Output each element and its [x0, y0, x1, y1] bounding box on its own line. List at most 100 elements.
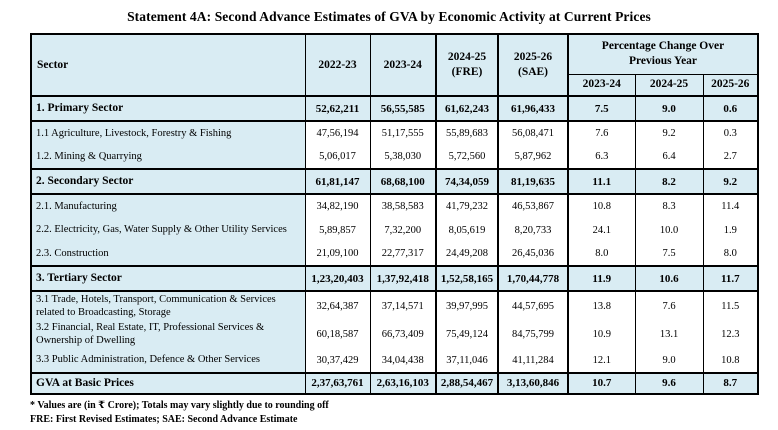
page-title: Statement 4A: Second Advance Estimates o…	[127, 9, 651, 24]
value-cell: 39,97,995	[435, 291, 499, 321]
col-header-pct-group: Percentage Change Over Previous Year	[567, 33, 759, 75]
value-cell: 9.0	[634, 348, 704, 373]
value-cell: 2.7	[702, 145, 759, 169]
value-cell: 13.1	[634, 320, 704, 349]
value-cell: 22,77,317	[369, 242, 437, 266]
value-cell: 7.5	[567, 95, 636, 122]
value-cell: 5,06,017	[304, 145, 371, 169]
value-cell: 8,05,619	[435, 218, 499, 242]
sector-label-cell: 3.2 Financial, Real Estate, IT, Professi…	[30, 320, 306, 349]
value-cell: 9.0	[634, 95, 704, 122]
table-body: 1. Primary Sector 52,62,211 56,55,585 61,62…	[30, 95, 759, 395]
value-cell: 74,34,059	[435, 168, 499, 195]
value-cell: 26,45,036	[497, 242, 569, 266]
header-row-top: Sector 2022-23 2023-24 2024-25 (FRE) 202…	[30, 33, 759, 97]
header-row-sub: 2023-24 2024-25 2025-26	[31, 73, 759, 97]
value-cell: 8.2	[634, 168, 704, 195]
value-cell: 1,23,20,403	[304, 265, 371, 292]
table-row: 1.2. Mining & Quarrying 5,06,017 5,38,030 5…	[30, 145, 759, 169]
sector-label-cell: 2.1. Manufacturing	[30, 194, 306, 218]
value-cell: 0.3	[702, 121, 759, 145]
value-cell: 81,19,635	[497, 168, 569, 195]
value-cell: 38,58,583	[369, 194, 437, 218]
value-cell: 68,68,100	[369, 168, 437, 195]
table-header: Sector 2022-23 2023-24 2024-25 (FRE) 202…	[30, 33, 759, 97]
value-cell: 56,55,585	[369, 95, 437, 122]
value-cell: 1,52,58,165	[435, 265, 499, 292]
value-cell: 30,37,429	[304, 348, 371, 373]
value-cell: 61,62,243	[435, 95, 499, 122]
col-header-sector: Sector	[30, 33, 306, 97]
sector-label-cell: 1.1 Agriculture, Livestock, Forestry & F…	[30, 121, 306, 145]
footnote-abbreviations: FRE: First Revised Estimates; SAE: Secon…	[30, 413, 298, 425]
value-cell: 51,17,555	[369, 121, 437, 145]
value-cell: 9.6	[634, 371, 704, 395]
sector-label-cell: 2.3. Construction	[30, 242, 306, 266]
value-cell: 1,37,92,418	[369, 265, 437, 292]
value-cell: 41,11,284	[497, 348, 569, 373]
table-row: GVA at Basic Prices 2,37,63,761 2,63,16,10…	[30, 371, 759, 395]
sector-label-cell: 2. Secondary Sector	[30, 168, 306, 195]
value-cell: 37,11,046	[435, 348, 499, 373]
value-cell: 8.0	[567, 242, 636, 266]
col-header-pct-2024-25: 2024-25	[634, 73, 704, 97]
value-cell: 60,18,587	[304, 320, 371, 349]
value-cell: 11.4	[702, 194, 759, 218]
value-cell: 6.4	[634, 145, 704, 169]
value-cell: 7.5	[634, 242, 704, 266]
table-row: 3. Tertiary Sector 1,23,20,403 1,37,92,418…	[30, 265, 759, 292]
value-cell: 6.3	[567, 145, 636, 169]
table-row: 3.1 Trade, Hotels, Transport, Communicat…	[30, 291, 759, 321]
table-row: 2.3. Construction 21,09,100 22,77,317 24,49…	[30, 242, 759, 266]
value-cell: 41,79,232	[435, 194, 499, 218]
value-cell: 34,82,190	[304, 194, 371, 218]
value-cell: 10.9	[567, 320, 636, 349]
value-cell: 12.1	[567, 348, 636, 373]
value-cell: 2,37,63,761	[304, 371, 371, 395]
value-cell: 11.9	[567, 265, 636, 292]
value-cell: 52,62,211	[304, 95, 371, 122]
value-cell: 8.0	[702, 242, 759, 266]
sector-label-cell: 3. Tertiary Sector	[30, 265, 306, 292]
footnote-values-note: * Values are (in ₹ Crore); Totals may va…	[30, 399, 329, 411]
col-header-2022-23: 2022-23	[304, 33, 371, 97]
value-cell: 9.2	[702, 168, 759, 195]
value-cell: 3,13,60,846	[497, 371, 569, 395]
col-header-2024-25-fre: 2024-25 (FRE)	[435, 33, 499, 97]
value-cell: 10.8	[567, 194, 636, 218]
table-row: 2.2. Electricity, Gas, Water Supply & Ot…	[30, 218, 759, 242]
sector-label-cell: 3.3 Public Administration, Defence & Oth…	[30, 348, 306, 373]
table-row: 1. Primary Sector 52,62,211 56,55,585 61,62…	[30, 95, 759, 122]
value-cell: 24.1	[567, 218, 636, 242]
value-cell: 24,49,208	[435, 242, 499, 266]
table-row: 3.2 Financial, Real Estate, IT, Professi…	[30, 320, 759, 349]
table-row: 2. Secondary Sector 61,81,147 68,68,100 74,…	[30, 168, 759, 195]
sector-label-cell: 1.2. Mining & Quarrying	[30, 145, 306, 169]
col-header-2025-26-sae: 2025-26 (SAE)	[497, 33, 569, 97]
value-cell: 21,09,100	[304, 242, 371, 266]
table-row: 1.1 Agriculture, Livestock, Forestry & F…	[30, 121, 759, 145]
value-cell: 66,73,409	[369, 320, 437, 349]
value-cell: 55,89,683	[435, 121, 499, 145]
value-cell: 9.2	[634, 121, 704, 145]
value-cell: 1,70,44,778	[497, 265, 569, 292]
table-row: 3.3 Public Administration, Defence & Oth…	[30, 348, 759, 373]
value-cell: 10.0	[634, 218, 704, 242]
value-cell: 12.3	[702, 320, 759, 349]
col-header-pct-2023-24: 2023-24	[567, 73, 636, 97]
value-cell: 8.3	[634, 194, 704, 218]
value-cell: 5,38,030	[369, 145, 437, 169]
value-cell: 10.6	[634, 265, 704, 292]
value-cell: 61,81,147	[304, 168, 371, 195]
value-cell: 46,53,867	[497, 194, 569, 218]
footnotes: * Values are (in ₹ Crore); Totals may va…	[30, 399, 778, 427]
value-cell: 37,14,571	[369, 291, 437, 321]
value-cell: 11.7	[702, 265, 759, 292]
sector-label-cell: 1. Primary Sector	[30, 95, 306, 122]
value-cell: 5,72,560	[435, 145, 499, 169]
col-header-2023-24: 2023-24	[369, 33, 437, 97]
value-cell: 75,49,124	[435, 320, 499, 349]
value-cell: 13.8	[567, 291, 636, 321]
value-cell: 7.6	[634, 291, 704, 321]
sector-label-cell: GVA at Basic Prices	[30, 371, 306, 395]
